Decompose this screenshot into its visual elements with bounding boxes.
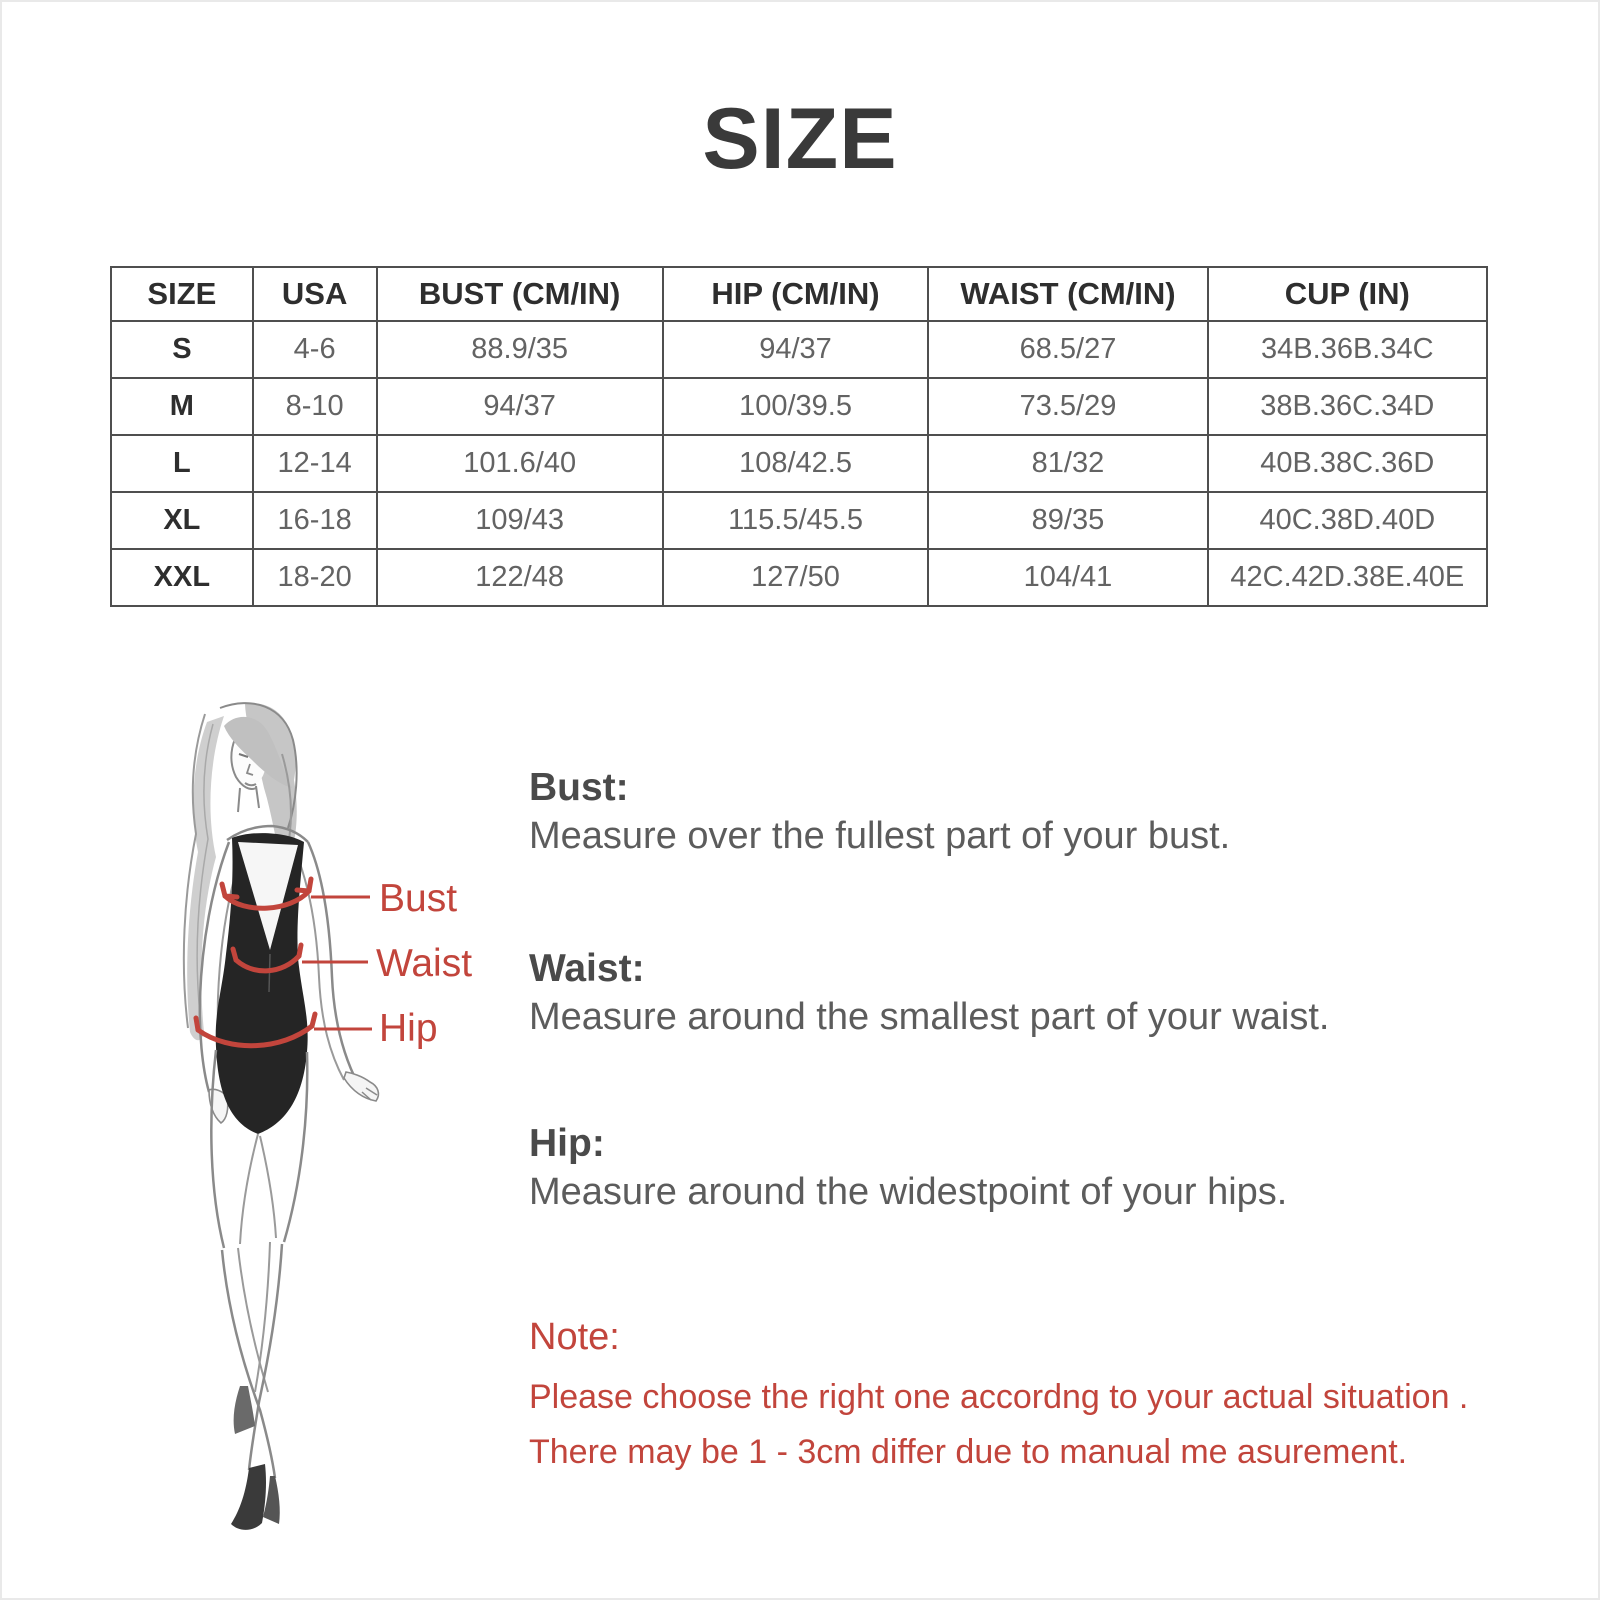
table-row: M 8-10 94/37 100/39.5 73.5/29 38B.36C.34…: [110, 377, 1489, 436]
table-cell: 34B.36B.34C: [1206, 320, 1489, 379]
header-cell-bust: BUST (CM/IN): [375, 266, 664, 322]
table-cell: 38B.36C.34D: [1206, 377, 1489, 436]
header-cell-size: SIZE: [110, 266, 254, 322]
header-cell-hip: HIP (CM/IN): [661, 266, 930, 322]
header-cell-usa: USA: [251, 266, 378, 322]
page-title: SIZE: [702, 91, 898, 187]
table-row: XL 16-18 109/43 115.5/45.5 89/35 40C.38D…: [110, 491, 1489, 550]
table-cell: 127/50: [661, 548, 930, 607]
table-cell: 73.5/29: [927, 377, 1209, 436]
table-cell: 8-10: [251, 377, 378, 436]
note-line: There may be 1 - 3cm differ due to manua…: [529, 1433, 1408, 1471]
table-cell: 94/37: [375, 377, 664, 436]
measure-leader-lines: [302, 895, 372, 1031]
bust-measure-arc: [219, 876, 314, 911]
table-cell: 42C.42D.38E.40E: [1206, 548, 1489, 607]
bust-guide-body: Measure over the fullest part of your bu…: [529, 815, 1231, 857]
waist-guide-body: Measure around the smallest part of your…: [529, 996, 1330, 1038]
table-cell: 100/39.5: [661, 377, 930, 436]
table-cell: 94/37: [661, 320, 930, 379]
table-cell: 109/43: [375, 491, 664, 550]
table-cell: S: [110, 320, 254, 379]
table-cell: 89/35: [927, 491, 1209, 550]
table-header-row: SIZE USA BUST (CM/IN) HIP (CM/IN) WAIST …: [110, 266, 1489, 322]
table-cell: 68.5/27: [927, 320, 1209, 379]
hip-guide: Hip: Measure around the widestpoint of y…: [529, 1121, 1287, 1215]
note-heading: Note:: [529, 1316, 620, 1358]
table-cell: 101.6/40: [375, 434, 664, 493]
hip-label: Hip: [379, 1007, 438, 1050]
hip-measure-arc: [193, 1011, 318, 1049]
bust-label: Bust: [379, 877, 458, 920]
hip-guide-body: Measure around the widestpoint of your h…: [529, 1171, 1288, 1213]
table-cell: 115.5/45.5: [661, 491, 930, 550]
header-cell-cup: CUP (IN): [1206, 266, 1489, 322]
table-cell: 88.9/35: [375, 320, 664, 379]
figure-sketch: [132, 692, 412, 1552]
table-cell: 40C.38D.40D: [1206, 491, 1489, 550]
table-row: L 12-14 101.6/40 108/42.5 81/32 40B.38C.…: [110, 434, 1489, 493]
bust-guide-heading: Bust:: [529, 766, 629, 809]
table-cell: M: [110, 377, 254, 436]
table-cell: L: [110, 434, 254, 493]
table-cell: 16-18: [251, 491, 378, 550]
size-table: SIZE USA BUST (CM/IN) HIP (CM/IN) WAIST …: [110, 266, 1489, 607]
table-cell: 18-20: [251, 548, 378, 607]
table-row: S 4-6 88.9/35 94/37 68.5/27 34B.36B.34C: [110, 320, 1489, 379]
table-cell: XL: [110, 491, 254, 550]
waist-measure-arc: [230, 942, 304, 974]
note-line: Please choose the right one accordng to …: [529, 1378, 1469, 1416]
table-cell: 104/41: [927, 548, 1209, 607]
table-cell: 81/32: [927, 434, 1209, 493]
table-row: XXL 18-20 122/48 127/50 104/41 42C.42D.3…: [110, 548, 1489, 607]
table-cell: 4-6: [251, 320, 378, 379]
waist-label: Waist: [376, 942, 473, 985]
hip-guide-heading: Hip:: [529, 1122, 605, 1165]
table-cell: 108/42.5: [661, 434, 930, 493]
header-cell-waist: WAIST (CM/IN): [927, 266, 1209, 322]
table-cell: 12-14: [251, 434, 378, 493]
waist-guide-heading: Waist:: [529, 947, 645, 990]
waist-guide: Waist: Measure around the smallest part …: [529, 946, 1330, 1040]
bust-guide: Bust: Measure over the fullest part of y…: [529, 765, 1230, 859]
table-cell: 40B.38C.36D: [1206, 434, 1489, 493]
woman-sketch-illustration: [182, 702, 380, 1530]
table-cell: XXL: [110, 548, 254, 607]
note-block: Note: Please choose the right one accord…: [529, 1314, 1468, 1480]
table-cell: 122/48: [375, 548, 664, 607]
